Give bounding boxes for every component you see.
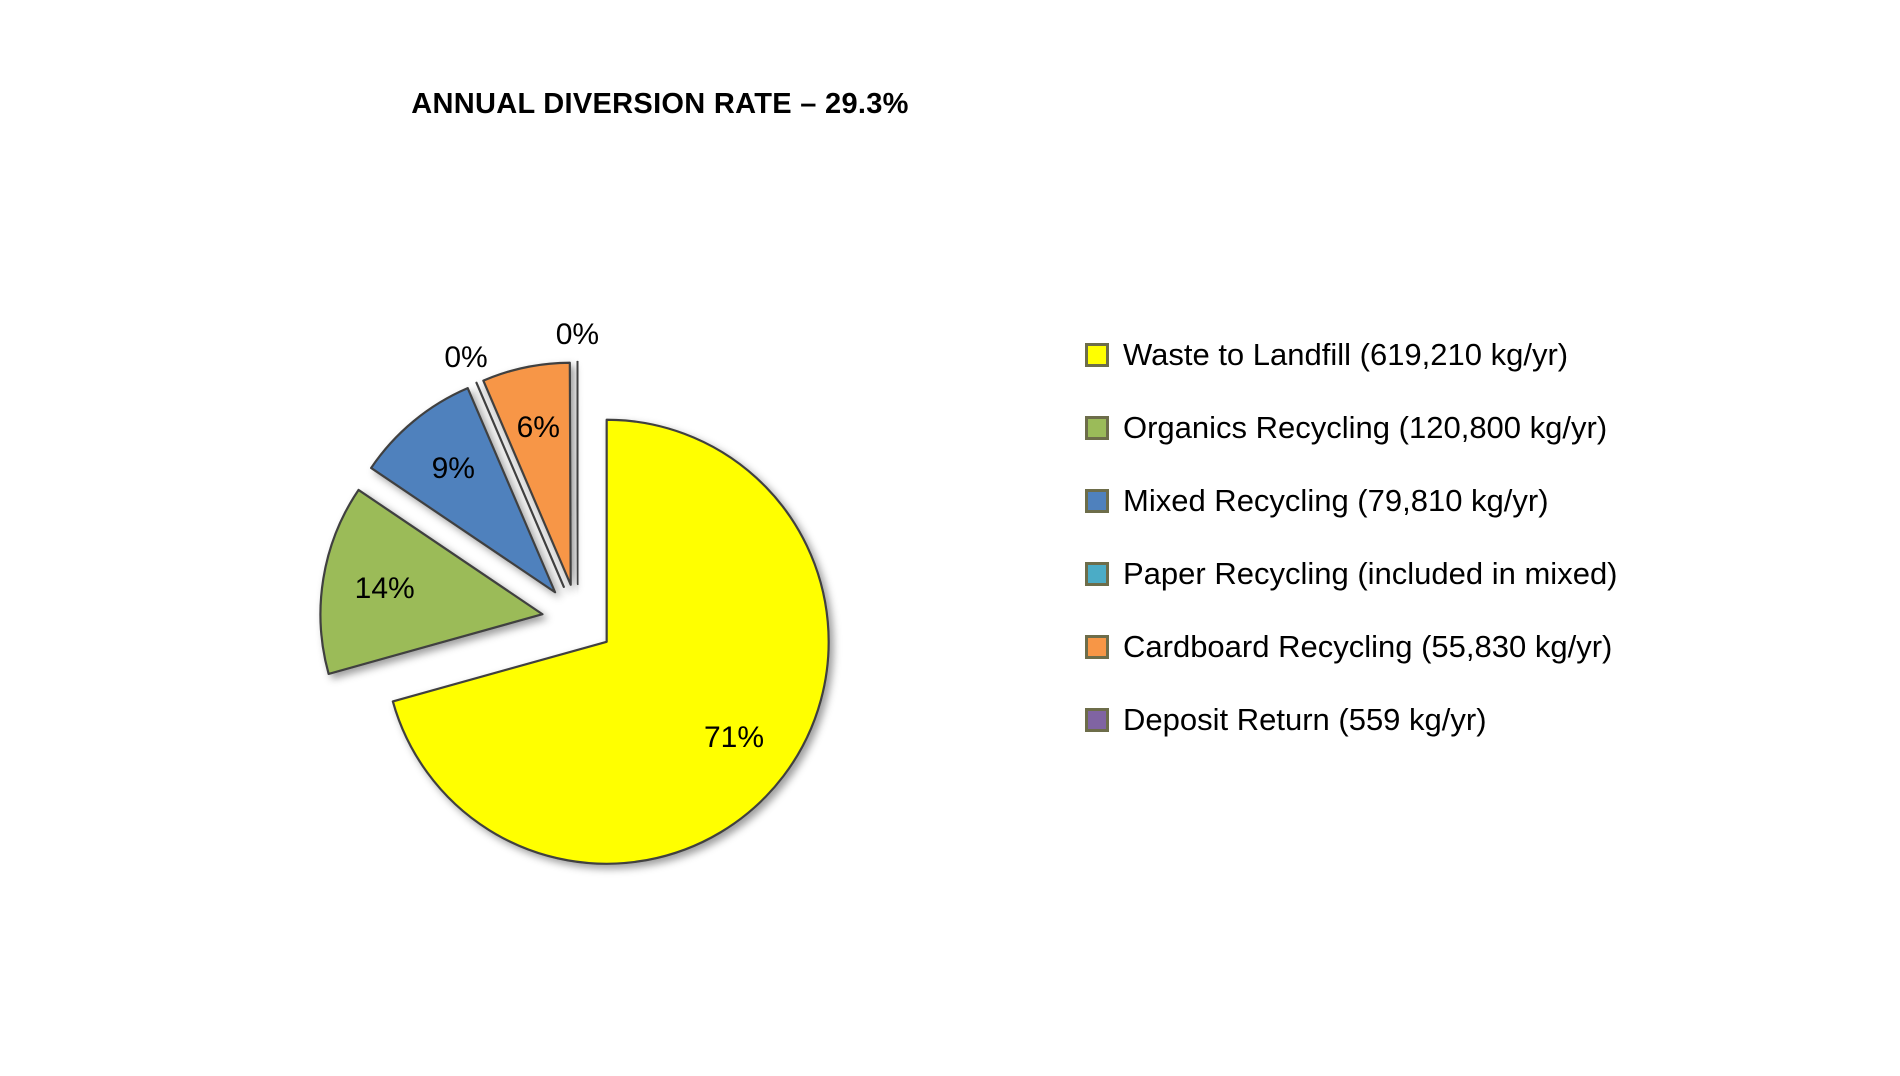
legend-item-label: Paper Recycling (included in mixed) <box>1123 556 1618 591</box>
pie-slice[interactable] <box>475 381 565 589</box>
pie-slice[interactable] <box>370 387 557 594</box>
chart-legend: Waste to Landfill (619,210 kg/yr) Organic… <box>1085 318 1845 756</box>
legend-item[interactable]: Cardboard Recycling (55,830 kg/yr) <box>1085 610 1845 683</box>
legend-item-label: Deposit Return (559 kg/yr) <box>1123 702 1487 737</box>
legend-item[interactable]: Mixed Recycling (79,810 kg/yr) <box>1085 464 1845 537</box>
legend-swatch-icon <box>1085 561 1109 586</box>
legend-item[interactable]: Deposit Return (559 kg/yr) <box>1085 683 1845 756</box>
legend-item[interactable]: Waste to Landfill (619,210 kg/yr) <box>1085 318 1845 391</box>
legend-item-label: Waste to Landfill (619,210 kg/yr) <box>1123 337 1569 372</box>
pie-plot-area: 71% 14% 9% 0% 6% 0% <box>0 130 1060 1030</box>
legend-item-label: Organics Recycling (120,800 kg/yr) <box>1123 410 1608 445</box>
pie-svg <box>319 360 830 865</box>
legend-swatch-icon <box>1085 488 1109 513</box>
pie-slice[interactable] <box>575 360 580 586</box>
pie-slices <box>319 360 830 865</box>
legend-item-label: Mixed Recycling (79,810 kg/yr) <box>1123 483 1549 518</box>
legend-swatch-icon <box>1085 415 1109 440</box>
legend-swatch-icon <box>1085 342 1109 367</box>
legend-item[interactable]: Organics Recycling (120,800 kg/yr) <box>1085 391 1845 464</box>
legend-item[interactable]: Paper Recycling (included in mixed) <box>1085 537 1845 610</box>
pie-slice[interactable] <box>482 361 572 586</box>
pie-slice[interactable] <box>391 418 830 865</box>
legend-swatch-icon <box>1085 634 1109 659</box>
legend-item-label: Cardboard Recycling (55,830 kg/yr) <box>1123 629 1613 664</box>
chart-title: ANNUAL DIVERSION RATE – 29.3% <box>411 88 909 120</box>
legend-swatch-icon <box>1085 707 1109 732</box>
pie-slice[interactable] <box>319 488 544 675</box>
